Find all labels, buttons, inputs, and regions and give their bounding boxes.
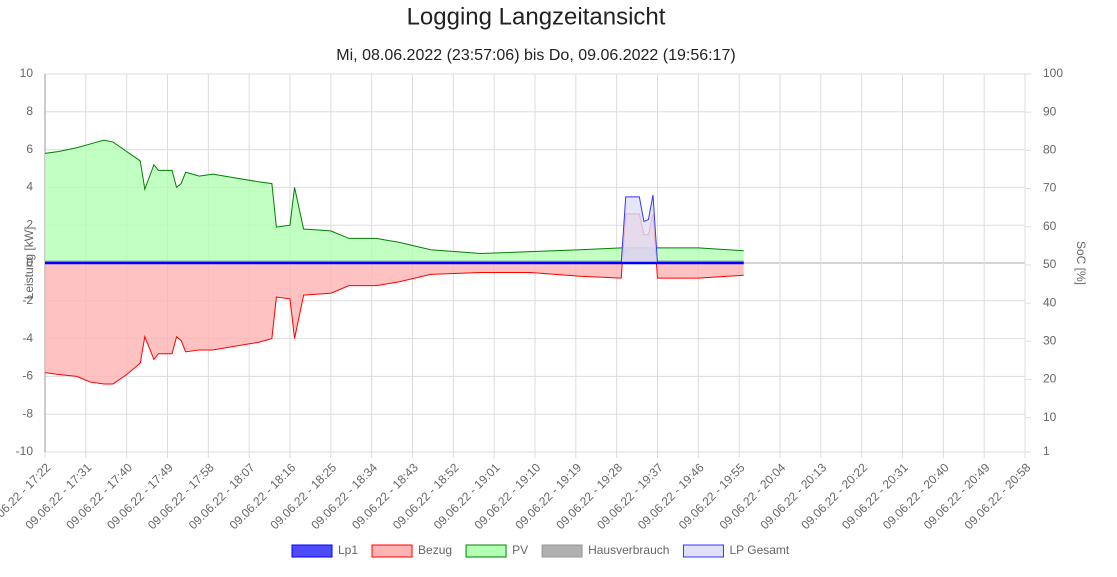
legend-swatch — [371, 544, 413, 558]
y2-tick-label: 40 — [1043, 295, 1057, 309]
legend-swatch — [291, 544, 333, 558]
legend-swatch — [465, 544, 507, 558]
legend-swatch — [682, 544, 724, 558]
y-tick-label: -4 — [22, 331, 33, 345]
y2-tick-label: 30 — [1043, 333, 1057, 347]
y-tick-label: -2 — [22, 293, 33, 307]
legend-label: Lp1 — [338, 543, 358, 557]
y-tick-label: 10 — [20, 66, 34, 80]
y2-tick-label: 50 — [1043, 257, 1057, 271]
y2-tick-label: 70 — [1043, 181, 1057, 195]
y2-tick-label: 90 — [1043, 104, 1057, 118]
y-axis-label: Leistung [kW] — [22, 227, 36, 300]
y-tick-label: -8 — [22, 406, 33, 420]
legend-label: Hausverbrauch — [588, 543, 669, 557]
area-fill — [45, 140, 744, 263]
y2-axis-label: SoC [%] — [1074, 241, 1088, 285]
y2-tick-label: 60 — [1043, 219, 1057, 233]
y-tick-label: 6 — [26, 142, 33, 156]
chart-subtitle: Mi, 08.06.2022 (23:57:06) bis Do, 09.06.… — [336, 47, 735, 64]
y2-tick-label: 20 — [1043, 372, 1057, 386]
y-tick-label: 8 — [26, 104, 33, 118]
y2-tick-label: 100 — [1043, 66, 1063, 80]
legend-label: PV — [512, 543, 528, 557]
area-fill — [45, 213, 744, 384]
y-tick-label: 0 — [26, 255, 33, 269]
y2-tick-label: 80 — [1043, 143, 1057, 157]
legend-label: LP Gesamt — [729, 543, 789, 557]
y-tick-label: 2 — [26, 217, 33, 231]
y-tick-label: 4 — [26, 180, 33, 194]
y2-tick-label: 10 — [1043, 410, 1057, 424]
legend-swatch — [541, 544, 583, 558]
y-tick-label: -6 — [22, 369, 33, 383]
y-tick-label: -10 — [16, 444, 34, 458]
chart-title: Logging Langzeitansicht — [407, 3, 666, 30]
legend-label: Bezug — [418, 543, 452, 557]
y2-tick-label: 1 — [1043, 444, 1050, 458]
